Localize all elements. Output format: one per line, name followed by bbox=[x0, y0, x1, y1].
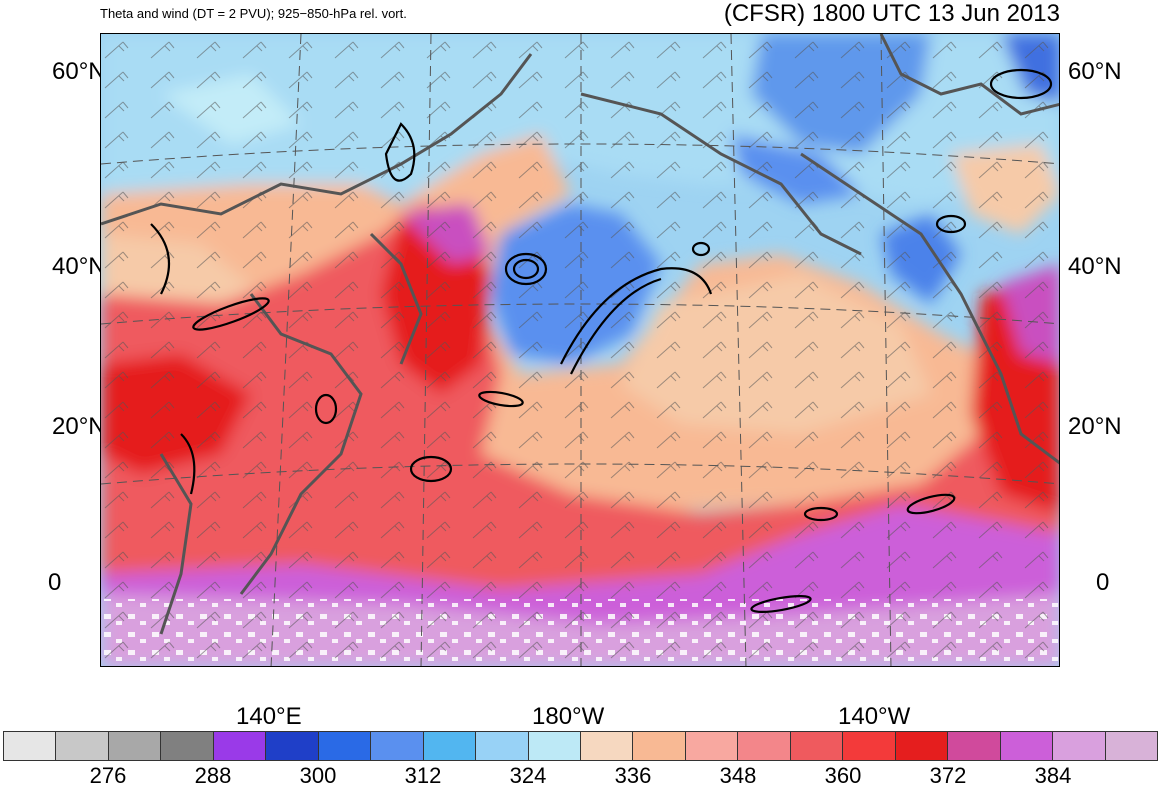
colorbar-swatch bbox=[633, 732, 686, 760]
vorticity-contours bbox=[150, 68, 1053, 613]
colorbar-swatch bbox=[738, 732, 791, 760]
lat-label-60n-left: 60°N bbox=[52, 58, 106, 85]
colorbar-tick-label: 336 bbox=[614, 763, 652, 788]
colorbar-swatch bbox=[843, 732, 896, 760]
colorbar-tick-label: 288 bbox=[194, 763, 232, 788]
map-title-right: (CFSR) 1800 UTC 13 Jun 2013 bbox=[723, 0, 1060, 27]
colorbar-swatch bbox=[1053, 732, 1106, 760]
colorbar-swatch bbox=[895, 732, 949, 760]
map-panel bbox=[100, 33, 1060, 667]
colorbar-swatch bbox=[266, 732, 319, 760]
colorbar-swatch bbox=[108, 732, 162, 760]
colorbar-tick-label: 360 bbox=[824, 763, 862, 788]
lat-label-40n-right: 40°N bbox=[1068, 253, 1122, 280]
colorbar-swatch bbox=[790, 732, 844, 760]
colorbar-swatch bbox=[213, 732, 267, 760]
map-svg bbox=[101, 34, 1059, 666]
lat-label-60n-right: 60°N bbox=[1068, 58, 1122, 85]
lat-label-20n-right: 20°N bbox=[1068, 413, 1122, 440]
lat-label-eq-left: 0 bbox=[48, 569, 62, 596]
colorbar-tick-label: 372 bbox=[929, 763, 967, 788]
lat-label-20n-left: 20°N bbox=[52, 413, 106, 440]
colorbar-swatch bbox=[948, 732, 1001, 760]
coastlines bbox=[101, 34, 1059, 635]
lat-label-40n-left: 40°N bbox=[52, 253, 106, 280]
colorbar-swatch bbox=[476, 732, 529, 760]
colorbar-tick-label: 276 bbox=[89, 763, 127, 788]
colorbar-swatch bbox=[1105, 732, 1157, 760]
colorbar bbox=[3, 731, 1158, 761]
colorbar-swatch bbox=[56, 732, 109, 760]
colorbar-swatch bbox=[1000, 732, 1054, 760]
colorbar-swatch bbox=[423, 732, 477, 760]
colorbar-tick-label: 348 bbox=[719, 763, 757, 788]
wind-barbs bbox=[101, 34, 1059, 666]
graticule bbox=[101, 34, 1059, 666]
colorbar-swatch bbox=[685, 732, 739, 760]
colorbar-swatch bbox=[4, 732, 57, 760]
lon-label-140e: 140°E bbox=[236, 703, 302, 730]
colorbar-swatch bbox=[580, 732, 634, 760]
colorbar-tick-label: 384 bbox=[1034, 763, 1072, 788]
lon-label-140w: 140°W bbox=[838, 703, 911, 730]
colorbar-tick-label: 312 bbox=[404, 763, 442, 788]
colorbar-tick-label: 324 bbox=[509, 763, 547, 788]
map-title-left: Theta and wind (DT = 2 PVU); 925−850-hPa… bbox=[100, 6, 407, 21]
colorbar-swatch bbox=[161, 732, 214, 760]
colorbar-tick-label: 300 bbox=[299, 763, 337, 788]
colorbar-swatch bbox=[318, 732, 372, 760]
colorbar-swatch bbox=[371, 732, 424, 760]
lat-label-eq-right: 0 bbox=[1096, 569, 1110, 596]
colorbar-swatch bbox=[528, 732, 581, 760]
lon-label-180w: 180°W bbox=[532, 703, 605, 730]
